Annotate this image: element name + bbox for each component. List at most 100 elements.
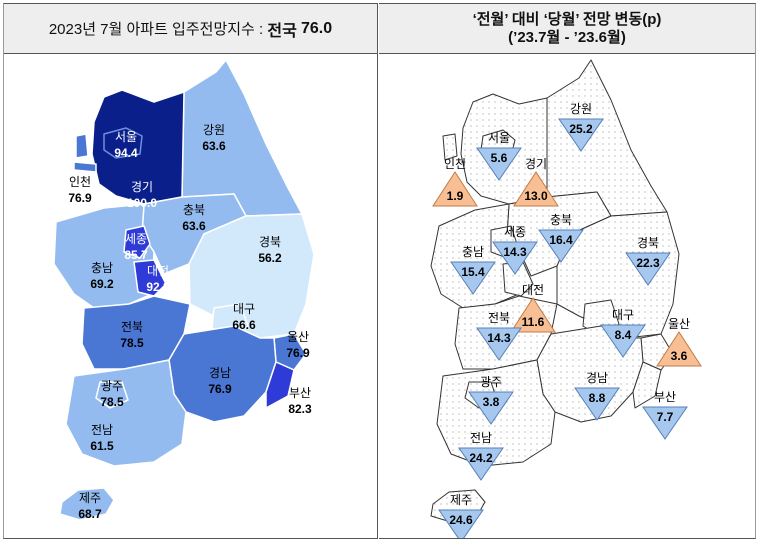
left-region-name: 경북 (259, 235, 281, 249)
left-region-value: 94.4 (114, 146, 138, 160)
index-map: 서울 94.4 경기 100.0 인천 76.9 강원 63.6 충북 63.6 세종 85.7 대전 9… (53, 59, 315, 521)
right-markers: 강원 25.2 서울 5.6 인천 1.9 경기 13.0충북 16.4 세종 14.3 경북 22.3… (432, 102, 702, 538)
right-region-value: 24.2 (469, 451, 493, 465)
left-region-name: 세종 (125, 232, 147, 246)
left-region-name: 경남 (209, 366, 231, 380)
right-region-name: 서울 (488, 131, 510, 145)
left-region-value: 76.9 (286, 346, 310, 360)
right-header-line1: ‘전월’ 대비 ‘당월’ 전망 변동(p) (472, 10, 662, 28)
right-region-value: 5.6 (491, 151, 508, 165)
right-region-value: 7.7 (657, 410, 674, 424)
left-region-value: 76.9 (208, 382, 232, 396)
right-region-name: 전남 (470, 431, 492, 445)
right-panel-header: ‘전월’ 대비 ‘당월’ 전망 변동(p) (’23.7월 - ’23.6월) (379, 4, 755, 54)
right-region-name: 경기 (525, 157, 547, 171)
left-region-name: 전북 (121, 320, 143, 334)
increase-triangle-icon (513, 171, 559, 207)
region-incheon-isle (73, 161, 97, 173)
right-region-name: 세종 (504, 225, 526, 239)
increase-triangle-icon (510, 297, 556, 333)
left-panel: 2023년 7월 아파트 입주전망지수 : 전국 76.0 (3, 3, 378, 539)
right-region-value: 15.4 (461, 265, 485, 279)
right-region-value: 22.3 (636, 256, 660, 270)
left-region-name: 광주 (101, 379, 123, 393)
left-region-name: 대전 (147, 264, 169, 278)
right-region-name: 강원 (570, 102, 592, 116)
left-panel-header: 2023년 7월 아파트 입주전망지수 : 전국 76.0 (4, 4, 377, 54)
increase-triangle-icon (432, 171, 478, 207)
left-region-name: 제주 (79, 491, 101, 505)
outline-gangwon (546, 59, 668, 217)
right-region-value: 8.8 (589, 391, 606, 405)
right-region-value: 24.6 (449, 513, 473, 527)
left-region-name: 전남 (91, 423, 113, 437)
right-region-value: 3.6 (671, 349, 688, 363)
region-gwangju (95, 381, 129, 409)
right-region-value: 14.3 (503, 245, 527, 259)
left-region-name: 강원 (203, 123, 225, 137)
right-region-name: 인천 (444, 156, 466, 171)
right-region-name: 광주 (480, 375, 502, 389)
decrease-triangle-icon (625, 252, 671, 286)
right-region-value: 8.4 (615, 328, 632, 342)
right-region-value: 25.2 (569, 122, 593, 136)
left-region-value: 56.2 (258, 251, 282, 265)
decrease-triangle-icon (492, 241, 538, 275)
region-incheon (75, 133, 89, 159)
left-region-value: 68.7 (78, 507, 102, 521)
left-region-name: 울산 (287, 330, 309, 344)
decrease-triangle-icon (600, 324, 646, 358)
left-region-value: 82.3 (288, 402, 312, 416)
region-daejeon (133, 259, 167, 297)
decrease-triangle-icon (642, 406, 688, 440)
right-region-name: 경북 (637, 236, 659, 250)
left-region-name: 대구 (233, 302, 255, 316)
right-region-value: 14.3 (487, 331, 511, 345)
increase-triangle-icon (656, 331, 702, 367)
left-region-value: 92.3 (146, 280, 170, 294)
region-sejong (123, 225, 151, 259)
right-region-name: 부산 (654, 390, 676, 404)
right-region-value: 16.4 (549, 233, 573, 247)
right-region-value: 13.0 (524, 189, 548, 203)
right-region-name: 충북 (550, 213, 572, 227)
left-region-name: 충북 (183, 203, 205, 217)
region-seoul (103, 127, 143, 159)
decrease-triangle-icon (558, 118, 604, 152)
change-map: 강원 25.2 서울 5.6 인천 1.9 경기 13.0충북 16.4 세종 14.3 경북 22.3… (430, 59, 702, 538)
right-region-value: 1.9 (447, 189, 464, 203)
region-busan (265, 361, 295, 409)
decrease-triangle-icon (538, 229, 584, 263)
decrease-triangle-icon (458, 447, 504, 481)
decrease-triangle-icon (476, 147, 522, 181)
right-region-name: 대전 (522, 283, 544, 297)
left-region-name: 경기 (131, 180, 153, 194)
right-region-name: 제주 (450, 493, 472, 507)
left-region-value: 61.5 (90, 439, 114, 453)
right-panel: ‘전월’ 대비 ‘당월’ 전망 변동(p) (’23.7월 - ’23.6월) (379, 3, 756, 539)
left-region-name: 충남 (91, 261, 113, 275)
left-region-value: 85.7 (124, 248, 148, 262)
national-value: 76.0 (301, 19, 333, 37)
left-region-name: 서울 (115, 130, 137, 144)
right-region-value: 3.8 (483, 395, 500, 409)
outline-incheon (442, 133, 458, 161)
decrease-triangle-icon (438, 509, 484, 538)
left-region-value: 63.6 (202, 139, 226, 153)
outline-busan (632, 361, 662, 409)
right-region-name: 경남 (586, 371, 608, 385)
left-region-name: 인천 (69, 174, 91, 189)
right-region-value: 11.6 (522, 315, 545, 329)
region-gangwon (181, 59, 303, 217)
left-labels: 서울 94.4 경기 100.0 인천 76.9 강원 63.6 충북 63.6 세종 85.7 대전 9… (68, 123, 312, 521)
decrease-triangle-icon (476, 327, 522, 361)
right-header-line2: (’23.7월 - ’23.6월) (508, 28, 626, 46)
left-region-value: 78.5 (120, 336, 144, 350)
region-jeonnam (65, 359, 187, 467)
right-region-name: 울산 (668, 317, 690, 331)
left-region-value: 66.6 (232, 318, 256, 332)
left-header-prefix: 2023년 7월 아파트 입주전망지수 : (48, 21, 264, 38)
decrease-triangle-icon (574, 387, 620, 421)
left-region-value: 100.0 (127, 196, 157, 210)
